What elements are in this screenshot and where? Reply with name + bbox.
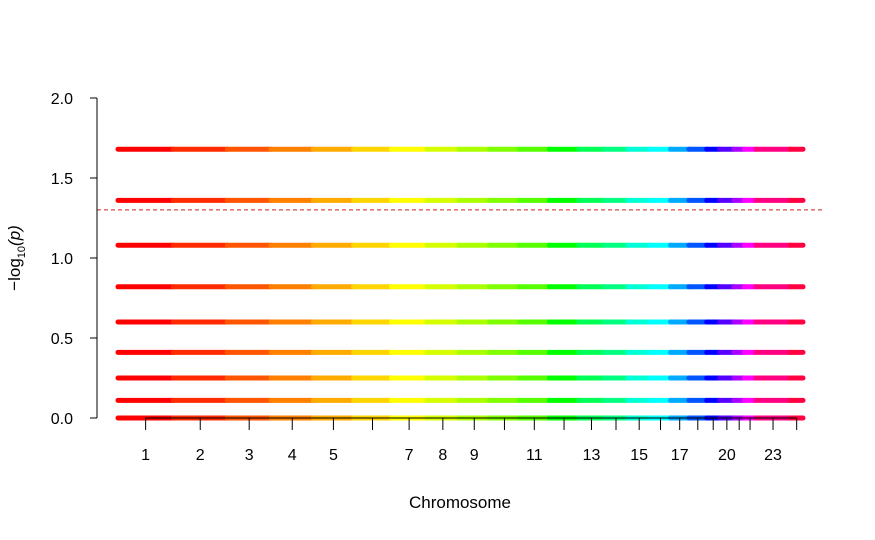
y-axis: 0.0 0.5 1.0 1.5 2.0 bbox=[51, 91, 98, 428]
chromosome-13-points bbox=[576, 146, 607, 421]
chromosome-15-points bbox=[625, 146, 654, 421]
x-tick-label: 1 bbox=[141, 447, 150, 464]
x-tick-label: 11 bbox=[526, 447, 543, 464]
y-tick-label: 0.0 bbox=[51, 411, 73, 428]
chromosome-23-points bbox=[753, 146, 793, 421]
chromosome-9-points bbox=[456, 146, 493, 421]
x-tick-label: 4 bbox=[288, 447, 297, 464]
x-tick-label: 8 bbox=[438, 447, 447, 464]
chromosome-18-points bbox=[686, 146, 710, 421]
y-tick-label: 0.5 bbox=[51, 331, 73, 348]
x-tick-label: 3 bbox=[245, 447, 254, 464]
chromosome-1-points bbox=[115, 146, 176, 421]
chromosome-24-points bbox=[787, 146, 806, 421]
x-tick-label: 9 bbox=[470, 447, 479, 464]
x-tick-label: 13 bbox=[583, 447, 601, 464]
chromosome-6-points bbox=[351, 146, 394, 421]
chromosome-17-points bbox=[667, 146, 692, 421]
chromosome-3-points bbox=[224, 146, 274, 421]
x-tick-label: 15 bbox=[630, 447, 648, 464]
chromosome-4-points bbox=[268, 146, 316, 421]
y-axis-title: −log10(p) bbox=[5, 225, 28, 291]
chromosome-16-points bbox=[648, 146, 673, 421]
y-tick-label: 1.0 bbox=[51, 251, 73, 268]
x-tick-label: 23 bbox=[764, 447, 782, 464]
x-axis-title: Chromosome bbox=[409, 493, 511, 512]
chromosome-8-points bbox=[424, 146, 462, 421]
x-tick-label: 2 bbox=[196, 447, 205, 464]
y-tick-label: 2.0 bbox=[51, 91, 73, 108]
x-axis: 1 2 3 4 5 7 8 9 11 13 15 17 20 23 bbox=[141, 417, 798, 464]
chromosome-14-points bbox=[601, 146, 631, 421]
chromosome-10-points bbox=[487, 146, 522, 421]
x-tick-label: 20 bbox=[718, 447, 736, 464]
y-tick-label: 1.5 bbox=[51, 171, 73, 188]
chromosome-2-points bbox=[170, 146, 230, 421]
chromosome-11-points bbox=[516, 146, 552, 421]
chromosome-7-points bbox=[388, 146, 430, 421]
x-tick-label: 7 bbox=[405, 447, 414, 464]
x-tick-label: 5 bbox=[329, 447, 338, 464]
x-tick-label: 17 bbox=[671, 447, 689, 464]
chromosome-5-points bbox=[310, 146, 357, 421]
chromosome-12-points bbox=[546, 146, 582, 421]
data-points bbox=[115, 146, 806, 421]
